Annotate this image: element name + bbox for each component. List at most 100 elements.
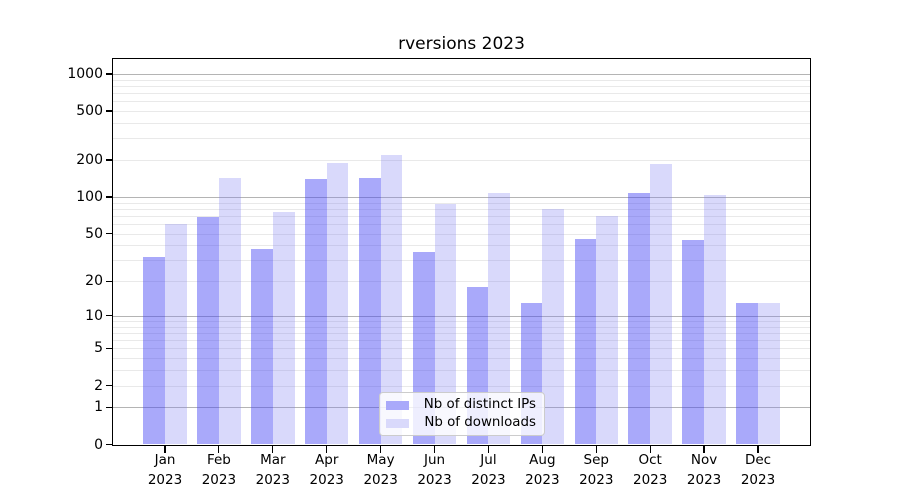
gridline-7 [113, 332, 810, 334]
x-tick-label-jan: Jan 2023 [147, 451, 183, 488]
bar-jan-distinct-ips [143, 256, 165, 445]
gridline-20 [113, 281, 810, 283]
y-tick-5 [106, 347, 113, 349]
x-tick-label-aug: Aug 2023 [525, 451, 560, 488]
legend-swatch-downloads [386, 418, 409, 428]
x-tick-label-may: May 2023 [363, 451, 398, 488]
chart-title: rversions 2023 [398, 34, 525, 54]
bar-feb-distinct-ips [197, 217, 219, 445]
bar-mar-distinct-ips [251, 249, 273, 445]
x-tick-oct [649, 445, 651, 453]
bar-aug-downloads [542, 208, 565, 445]
gridline-1000 [113, 73, 810, 75]
x-tick-feb [218, 445, 220, 453]
bar-sep-distinct-ips [574, 239, 597, 445]
plot-area [112, 58, 811, 446]
x-tick-label-dec: Dec 2023 [740, 451, 776, 488]
y-tick-500 [106, 110, 113, 112]
gridline-4 [113, 358, 810, 360]
bar-jun-downloads [434, 204, 457, 445]
bar-sep-downloads [596, 215, 618, 445]
gridline-9 [113, 321, 810, 322]
x-tick-label-nov: Nov 2023 [686, 451, 722, 488]
y-tick-10 [106, 315, 113, 317]
y-tick-label-200: 200 [76, 152, 103, 169]
y-tick-label-10: 10 [85, 307, 103, 324]
legend-item-downloads: Nb of downloads [386, 415, 536, 431]
gridline-50 [113, 233, 810, 235]
bar-dec-downloads [758, 302, 780, 445]
y-tick-label-1000: 1000 [67, 65, 103, 82]
bar-apr-distinct-ips [305, 179, 327, 445]
x-tick-nov [703, 445, 705, 453]
x-tick-jan [164, 445, 166, 453]
bar-jul-downloads [488, 193, 511, 445]
y-tick-label-100: 100 [76, 188, 103, 205]
gridline-8 [113, 326, 810, 328]
gridline-600 [113, 101, 810, 103]
bar-nov-distinct-ips [682, 240, 705, 445]
bar-oct-downloads [650, 164, 672, 445]
x-tick-sep [595, 445, 597, 453]
legend: Nb of distinct IPs Nb of downloads [379, 392, 545, 436]
bar-apr-downloads [326, 162, 349, 445]
gridline-400 [113, 123, 810, 124]
y-tick-50 [106, 233, 113, 235]
y-tick-label-1: 1 [94, 399, 103, 416]
y-tick-label-2: 2 [94, 377, 103, 394]
bar-dec-distinct-ips [736, 302, 758, 445]
legend-label-distinct-ips: Nb of distinct IPs [423, 397, 536, 412]
gridline-500 [113, 111, 810, 113]
gridline-6 [113, 340, 810, 342]
gridline-300 [113, 138, 810, 140]
legend-label-downloads: Nb of downloads [424, 415, 536, 430]
gridline-30 [113, 260, 810, 262]
y-tick-label-50: 50 [85, 225, 103, 242]
gridline-3 [113, 370, 810, 372]
gridline-10 [113, 315, 810, 317]
x-tick-apr [326, 445, 328, 453]
gridline-70 [113, 215, 810, 217]
x-tick-label-sep: Sep 2023 [579, 451, 614, 488]
y-tick-label-5: 5 [94, 340, 103, 357]
gridline-5 [113, 348, 810, 350]
bar-oct-distinct-ips [628, 193, 651, 445]
x-tick-label-jun: Jun 2023 [417, 451, 452, 488]
legend-item-distinct-ips: Nb of distinct IPs [386, 397, 536, 413]
bar-may-downloads [380, 155, 403, 445]
bar-mar-downloads [272, 212, 295, 445]
bar-jan-downloads [165, 224, 187, 445]
y-tick-0 [106, 443, 113, 446]
gridline-40 [113, 245, 810, 247]
x-tick-dec [757, 445, 759, 453]
y-tick-label-20: 20 [85, 273, 103, 290]
gridline-2 [113, 385, 810, 387]
x-tick-label-jul: Jul 2023 [471, 451, 506, 488]
y-tick-200 [106, 159, 113, 161]
gridline-100 [113, 196, 810, 198]
gridline-60 [113, 224, 810, 225]
gridline-700 [113, 93, 810, 95]
y-tick-label-0: 0 [94, 436, 103, 453]
gridline-200 [113, 160, 810, 162]
x-tick-label-apr: Apr 2023 [309, 451, 344, 488]
y-tick-1000 [106, 73, 113, 75]
x-tick-jun [433, 445, 436, 453]
x-tick-mar [272, 445, 274, 453]
gridline-800 [113, 85, 810, 87]
x-tick-may [380, 445, 382, 453]
bar-feb-downloads [218, 177, 241, 445]
y-tick-1 [106, 406, 113, 408]
x-tick-label-feb: Feb 2023 [201, 451, 237, 488]
x-tick-aug [541, 445, 543, 453]
gridline-90 [113, 202, 810, 204]
y-tick-2 [106, 384, 113, 387]
x-tick-label-oct: Oct 2023 [632, 451, 668, 488]
y-tick-20 [106, 280, 113, 282]
gridline-900 [113, 79, 810, 81]
gridline-80 [113, 208, 810, 210]
x-tick-jul [487, 445, 490, 453]
bar-nov-downloads [704, 194, 726, 445]
legend-swatch-distinct-ips [386, 400, 409, 410]
